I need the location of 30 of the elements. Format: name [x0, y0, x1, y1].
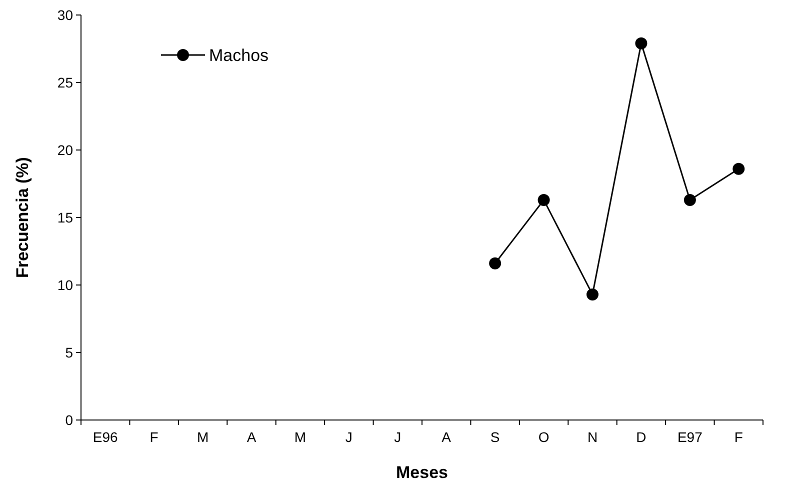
- y-tick-label: 25: [57, 74, 74, 90]
- point: [489, 257, 502, 270]
- x-tick-label: M: [294, 429, 306, 445]
- x-tick-label: J: [394, 429, 402, 445]
- x-tick-label: N: [587, 429, 598, 445]
- point: [538, 194, 550, 206]
- point: [732, 162, 745, 175]
- point: [635, 37, 648, 50]
- x-tick-label: S: [490, 429, 500, 445]
- x-tick-label: D: [636, 429, 646, 445]
- x-tick-label: E96: [92, 429, 118, 445]
- legend-label: Machos: [209, 46, 269, 65]
- x-tick-label: A: [442, 429, 452, 445]
- x-tick-label: M: [196, 429, 209, 445]
- x-tick-label: A: [246, 429, 257, 445]
- x-tick-label: F: [150, 429, 158, 445]
- y-tick-label: 15: [57, 209, 74, 226]
- point: [586, 288, 598, 300]
- x-tick-label: E97: [677, 429, 703, 445]
- x-tick-label: J: [345, 429, 352, 445]
- y-tick-label: 20: [57, 142, 74, 158]
- y-tick-label: 0: [65, 412, 74, 428]
- x-tick-label: O: [538, 429, 550, 445]
- x-tick-label: F: [734, 429, 743, 445]
- y-axis-title: Frecuencia (%): [13, 157, 32, 278]
- y-tick-label: 5: [65, 344, 74, 360]
- y-tick-label: 30: [57, 6, 74, 23]
- point: [684, 194, 696, 206]
- x-axis-title: Meses: [396, 463, 448, 482]
- y-tick-label: 10: [57, 276, 74, 293]
